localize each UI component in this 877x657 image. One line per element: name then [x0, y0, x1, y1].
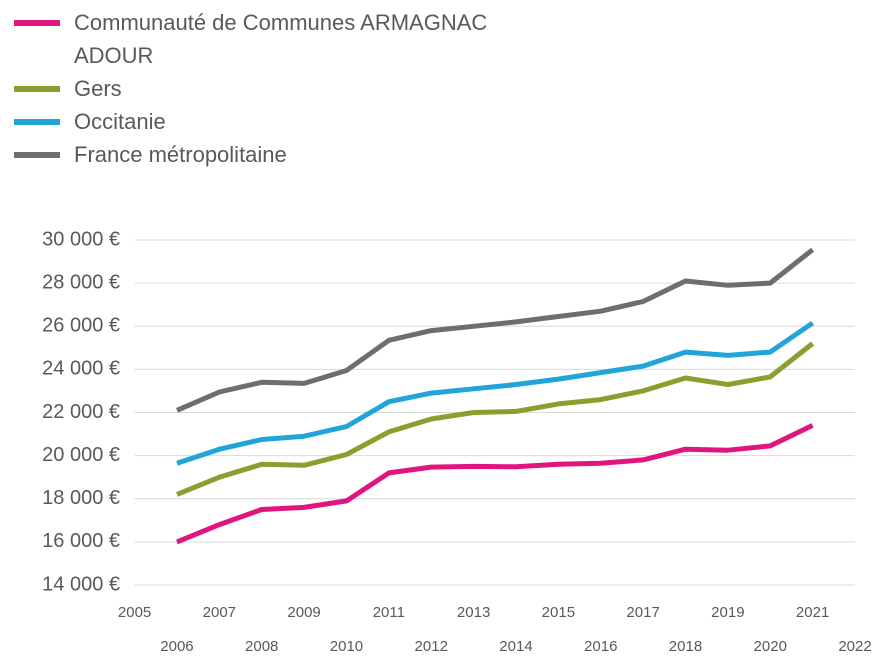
y-tick-label: 30 000 € [42, 228, 120, 250]
legend-swatch [14, 20, 60, 26]
x-tick-label: 2018 [669, 638, 702, 655]
legend: Communauté de Communes ARMAGNAC ADOUR Ger… [14, 6, 514, 171]
x-tick-label: 2022 [838, 638, 871, 655]
legend-label: Communauté de Communes ARMAGNAC ADOUR [74, 10, 488, 68]
legend-label: France métropolitaine [74, 142, 287, 167]
legend-label: Gers [74, 76, 122, 101]
series-line [176, 423, 814, 545]
legend-item: France métropolitaine [14, 138, 514, 171]
x-tick-label: 2017 [626, 604, 659, 621]
y-tick-label: 14 000 € [42, 573, 120, 595]
legend-item: Gers [14, 72, 514, 105]
x-tick-label: 2019 [711, 604, 744, 621]
x-tick-label: 2020 [754, 638, 787, 655]
legend-swatch [14, 152, 60, 158]
y-tick-label: 16 000 € [42, 530, 120, 552]
x-tick-label: 2015 [542, 604, 575, 621]
y-tick-label: 18 000 € [42, 487, 120, 509]
y-tick-label: 28 000 € [42, 271, 120, 293]
x-tick-label: 2016 [584, 638, 617, 655]
x-tick-label: 2006 [160, 638, 193, 655]
x-tick-label: 2014 [499, 638, 532, 655]
series-line [176, 341, 815, 497]
x-tick-label: 2021 [796, 604, 829, 621]
y-tick-label: 22 000 € [42, 401, 120, 423]
x-tick-label: 2011 [373, 604, 405, 621]
legend-item: Communauté de Communes ARMAGNAC ADOUR [14, 6, 514, 72]
y-tick-label: 20 000 € [42, 444, 120, 466]
legend-swatch [14, 86, 60, 92]
x-tick-label: 2007 [203, 604, 236, 621]
x-tick-label: 2008 [245, 638, 278, 655]
x-tick-label: 2013 [457, 604, 490, 621]
legend-label: Occitanie [74, 109, 166, 134]
legend-swatch [14, 119, 60, 125]
x-tick-label: 2010 [330, 638, 363, 655]
series-line [176, 247, 815, 413]
x-tick-label: 2012 [415, 638, 448, 655]
series-line [176, 320, 815, 466]
x-tick-label: 2005 [118, 604, 151, 621]
y-tick-label: 26 000 € [42, 315, 120, 337]
legend-item: Occitanie [14, 105, 514, 138]
x-tick-label: 2009 [287, 604, 320, 621]
y-tick-label: 24 000 € [42, 358, 120, 380]
